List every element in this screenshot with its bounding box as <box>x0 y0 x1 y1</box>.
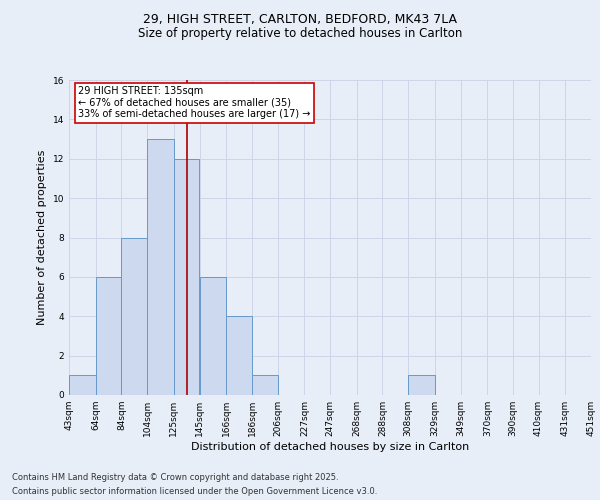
Text: 29 HIGH STREET: 135sqm
← 67% of detached houses are smaller (35)
33% of semi-det: 29 HIGH STREET: 135sqm ← 67% of detached… <box>78 86 310 119</box>
Bar <box>252 376 278 395</box>
Bar <box>199 277 226 395</box>
Bar <box>408 376 435 395</box>
Bar <box>96 277 121 395</box>
Text: Contains HM Land Registry data © Crown copyright and database right 2025.: Contains HM Land Registry data © Crown c… <box>12 472 338 482</box>
Bar <box>121 238 147 395</box>
Bar <box>147 139 174 395</box>
Bar <box>174 159 199 395</box>
Text: Contains public sector information licensed under the Open Government Licence v3: Contains public sector information licen… <box>12 488 377 496</box>
Text: 29, HIGH STREET, CARLTON, BEDFORD, MK43 7LA: 29, HIGH STREET, CARLTON, BEDFORD, MK43 … <box>143 12 457 26</box>
Bar <box>69 376 96 395</box>
Bar <box>226 316 252 395</box>
X-axis label: Distribution of detached houses by size in Carlton: Distribution of detached houses by size … <box>191 442 469 452</box>
Text: Size of property relative to detached houses in Carlton: Size of property relative to detached ho… <box>138 28 462 40</box>
Y-axis label: Number of detached properties: Number of detached properties <box>37 150 47 325</box>
